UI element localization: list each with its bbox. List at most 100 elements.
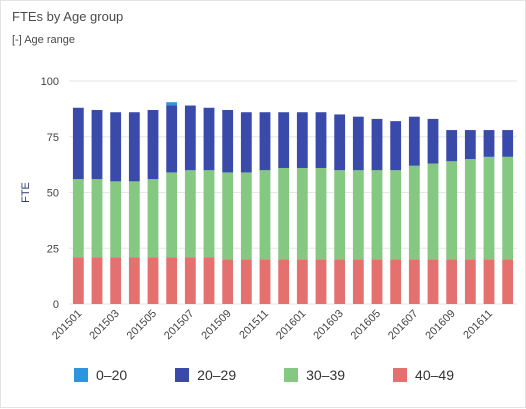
bar-201607-40-49 xyxy=(408,259,420,304)
bar-201510-20-29 xyxy=(240,112,252,173)
x-tick-label-201503: 201503 xyxy=(87,308,121,342)
bar-201611-30-39 xyxy=(483,156,495,260)
bar-201611-20-29 xyxy=(483,130,495,157)
chart-title: FTEs by Age group xyxy=(12,9,124,24)
bar-201602-30-39 xyxy=(315,167,327,260)
bar-201605-40-49 xyxy=(371,259,383,304)
bar-201508-30-39 xyxy=(203,170,215,258)
bar-201512-20-29 xyxy=(278,112,290,168)
bar-201503-20-29 xyxy=(110,112,122,182)
x-tick-label-201501: 201501 xyxy=(50,308,84,342)
bar-201602-20-29 xyxy=(315,112,327,168)
bar-201510-30-39 xyxy=(240,172,252,260)
bar-201609-20-29 xyxy=(446,130,458,162)
bar-201508-40-49 xyxy=(203,257,215,304)
bar-201512-30-39 xyxy=(278,167,290,260)
legend-label-30-39: 30–39 xyxy=(306,367,346,383)
x-tick-label-201611: 201611 xyxy=(461,308,495,342)
bar-201511-30-39 xyxy=(259,170,271,260)
bar-201607-20-29 xyxy=(408,116,420,166)
bar-201610-40-49 xyxy=(464,259,476,304)
y-tick-label-0: 0 xyxy=(53,299,59,311)
legend-item-0-20[interactable]: 0–20 xyxy=(74,367,127,383)
bar-201603-30-39 xyxy=(334,170,346,260)
y-tick-label-50: 50 xyxy=(47,188,59,200)
legend-label-0-20: 0–20 xyxy=(96,367,128,383)
bar-201603-20-29 xyxy=(334,114,346,171)
bar-201506-0-20 xyxy=(166,102,178,106)
bar-201609-30-39 xyxy=(446,161,458,260)
bar-201604-40-49 xyxy=(352,259,364,304)
legend-swatch-40-49 xyxy=(393,368,408,382)
bar-201504-40-49 xyxy=(128,257,140,304)
x-tick-label-201603: 201603 xyxy=(311,308,345,342)
legend-label-40-49: 40–49 xyxy=(415,367,454,383)
age-range-toggle[interactable]: [-] Age range xyxy=(12,34,75,46)
bar-201505-30-39 xyxy=(147,179,159,258)
bar-201608-40-49 xyxy=(427,259,439,304)
bar-201607-30-39 xyxy=(408,165,420,260)
y-tick-label-100: 100 xyxy=(41,76,59,88)
bar-201502-40-49 xyxy=(91,257,103,304)
bar-201503-40-49 xyxy=(110,257,122,304)
bar-201507-30-39 xyxy=(184,170,196,258)
legend-item-40-49[interactable]: 40–49 xyxy=(393,367,454,383)
bar-201502-20-29 xyxy=(91,109,103,180)
bar-201506-30-39 xyxy=(166,172,178,258)
x-tick-label-201605: 201605 xyxy=(349,308,383,342)
chart-legend: 0–20 20–29 30–39 40–49 xyxy=(1,367,526,383)
bar-201511-40-49 xyxy=(259,259,271,304)
bar-201601-40-49 xyxy=(296,259,308,304)
bar-201606-30-39 xyxy=(390,170,402,260)
bar-201609-40-49 xyxy=(446,259,458,304)
bar-201506-20-29 xyxy=(166,105,178,173)
bar-201505-20-29 xyxy=(147,109,159,180)
bar-201612-40-49 xyxy=(502,259,514,304)
bar-201506-40-49 xyxy=(166,257,178,304)
bar-201610-30-39 xyxy=(464,159,476,260)
x-tick-label-201607: 201607 xyxy=(386,308,420,342)
bar-201502-30-39 xyxy=(91,179,103,258)
x-tick-label-201601: 201601 xyxy=(274,308,308,342)
bar-201603-40-49 xyxy=(334,259,346,304)
legend-swatch-0-20 xyxy=(74,368,89,382)
legend-swatch-30-39 xyxy=(284,368,299,382)
legend-item-30-39[interactable]: 30–39 xyxy=(284,367,345,383)
bar-201507-20-29 xyxy=(184,105,196,171)
bar-201606-20-29 xyxy=(390,121,402,171)
bar-201503-30-39 xyxy=(110,181,122,258)
bar-201504-20-29 xyxy=(128,112,140,182)
y-tick-label-75: 75 xyxy=(47,132,59,144)
bar-201509-20-29 xyxy=(222,109,234,173)
bar-201604-30-39 xyxy=(352,170,364,260)
bar-201505-40-49 xyxy=(147,257,159,304)
bar-201512-40-49 xyxy=(278,259,290,304)
bar-201608-20-29 xyxy=(427,118,439,164)
bar-201605-20-29 xyxy=(371,118,383,171)
x-tick-label-201505: 201505 xyxy=(125,308,159,342)
bar-201611-40-49 xyxy=(483,259,495,304)
bar-201604-20-29 xyxy=(352,116,364,171)
bar-201605-30-39 xyxy=(371,170,383,260)
x-tick-label-201509: 201509 xyxy=(199,308,233,342)
legend-swatch-20-29 xyxy=(175,368,190,382)
bar-201511-20-29 xyxy=(259,112,271,171)
bar-201601-20-29 xyxy=(296,112,308,168)
bar-201608-30-39 xyxy=(427,163,439,260)
bar-201509-30-39 xyxy=(222,172,234,260)
bar-201501-30-39 xyxy=(72,179,84,258)
bar-201501-40-49 xyxy=(72,257,84,304)
bar-201508-20-29 xyxy=(203,107,215,171)
legend-item-20-29[interactable]: 20–29 xyxy=(175,367,236,383)
bar-201504-30-39 xyxy=(128,181,140,258)
legend-label-20-29: 20–29 xyxy=(197,367,237,383)
y-axis-label: FTE xyxy=(20,182,32,203)
bar-201509-40-49 xyxy=(222,259,234,304)
bar-201606-40-49 xyxy=(390,259,402,304)
bar-201501-20-29 xyxy=(72,107,84,180)
bar-201612-30-39 xyxy=(502,156,514,260)
y-tick-label-25: 25 xyxy=(47,243,59,255)
x-tick-label-201507: 201507 xyxy=(162,308,196,342)
